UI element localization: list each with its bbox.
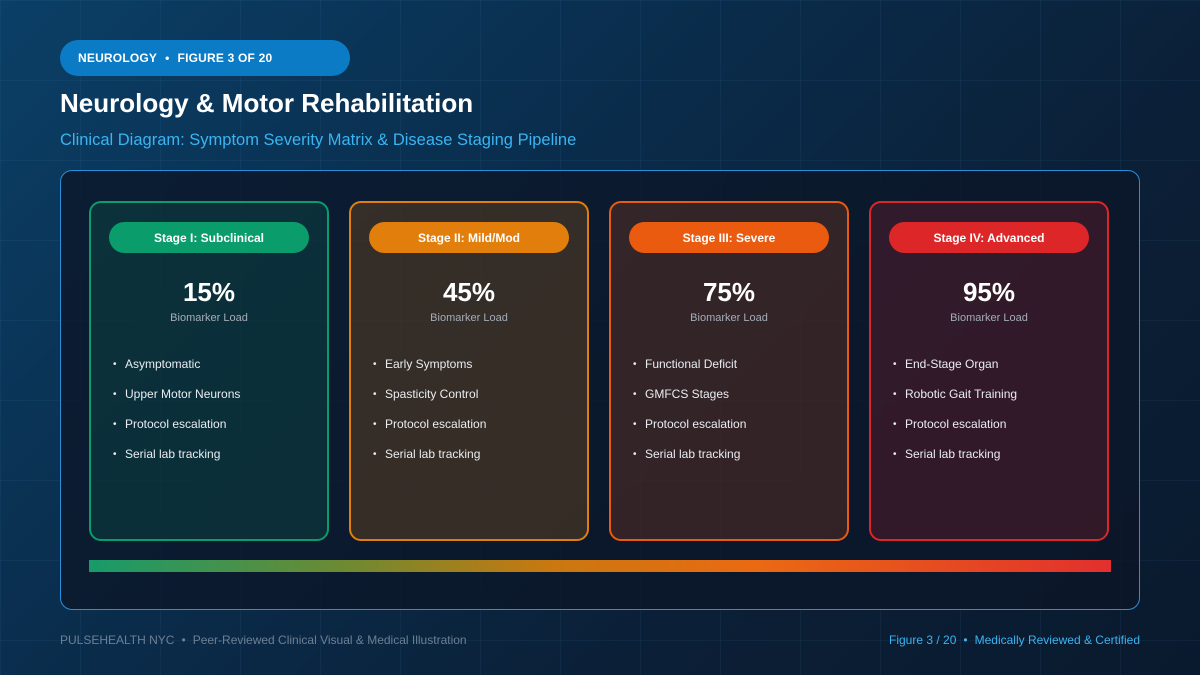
list-item-label: End-Stage Organ [905,357,999,371]
list-item: • Protocol escalation [373,409,486,439]
stage-item-list: • End-Stage Organ • Robotic Gait Training … [893,349,1017,469]
stage-percent: 45% [442,277,496,307]
page-subtitle: Clinical Diagram: Symptom Severity Matri… [60,131,577,149]
stage-metric-label: Biomarker Load [690,312,768,324]
list-item-label: Functional Deficit [645,357,738,371]
list-item: • Protocol escalation [893,409,1017,439]
stage-metric-label: Biomarker Load [170,312,248,324]
list-item-label: Serial lab tracking [385,447,481,461]
list-item: • Functional Deficit [633,349,746,379]
stage-percent: 75% [702,277,756,307]
list-item: • GMFCS Stages [633,379,746,409]
stage-card-3: Stage III: Severe 75% Biomarker Load • Fu… [609,201,849,541]
list-item: • Serial lab tracking [633,439,746,469]
stage-metric-label: Biomarker Load [430,312,508,324]
stage-badge: Stage I: Subclinical [109,222,309,253]
stage-item-list: • Functional Deficit • GMFCS Stages • Proto… [633,349,746,469]
list-item: • Early Symptoms [373,349,486,379]
bullet-icon: • [633,358,637,370]
bullet-icon: • [373,358,377,370]
footer-tagline: Peer-Reviewed Clinical Visual & Medical … [192,633,467,647]
list-item-label: Spasticity Control [385,387,479,401]
list-item-label: Protocol escalation [125,417,227,431]
pill-separator: • [165,51,170,65]
bullet-icon: • [893,418,897,430]
stage-card-4: Stage IV: Advanced 95% Biomarker Load • E… [869,201,1109,541]
list-item: • Spasticity Control [373,379,486,409]
stage-percent: 15% [182,277,236,307]
list-item-label: Protocol escalation [645,417,747,431]
list-item: • Robotic Gait Training [893,379,1017,409]
stage-card-1: Stage I: Subclinical 15% Biomarker Load … [89,201,329,541]
list-item: • Protocol escalation [113,409,240,439]
footer-certification: Medically Reviewed & Certified [974,633,1140,647]
bullet-icon: • [633,388,637,400]
category-label: NEUROLOGY [78,51,158,65]
stage-metric-label: Biomarker Load [950,312,1028,324]
list-item: • Serial lab tracking [893,439,1017,469]
footer-separator: • [181,633,186,647]
list-item: • Serial lab tracking [113,439,240,469]
list-item-label: Protocol escalation [385,417,487,431]
bullet-icon: • [633,418,637,430]
stage-badge: Stage II: Mild/Mod [369,222,569,253]
figure-category-pill: NEUROLOGY • FIGURE 3 OF 20 [60,40,350,76]
list-item-label: GMFCS Stages [645,387,730,401]
bullet-icon: • [373,388,377,400]
stage-card-2: Stage II: Mild/Mod 45% Biomarker Load • E… [349,201,589,541]
list-item-label: Upper Motor Neurons [125,387,241,401]
list-item-label: Serial lab tracking [905,447,1001,461]
bullet-icon: • [373,418,377,430]
stage-badge: Stage IV: Advanced [889,222,1089,253]
bullet-icon: • [893,358,897,370]
stage-badge: Stage III: Severe [629,222,829,253]
bullet-icon: • [893,448,897,460]
bullet-icon: • [373,448,377,460]
list-item: • Protocol escalation [633,409,746,439]
bullet-icon: • [113,388,117,400]
bullet-icon: • [633,448,637,460]
staging-pipeline-panel: Stage I: Subclinical 15% Biomarker Load … [60,170,1140,610]
bullet-icon: • [113,358,117,370]
stage-item-list: • Early Symptoms • Spasticity Control • Pro… [373,349,486,469]
bullet-icon: • [113,448,117,460]
list-item: • End-Stage Organ [893,349,1017,379]
figure-label: FIGURE 3 OF 20 [177,51,273,65]
stage-percent: 95% [962,277,1016,307]
list-item-label: Serial lab tracking [645,447,741,461]
list-item-label: Asymptomatic [125,357,201,371]
list-item-label: Early Symptoms [385,357,473,371]
bullet-icon: • [893,388,897,400]
list-item: • Asymptomatic [113,349,240,379]
footer-separator: • [963,633,968,647]
footer-figure-ref: Figure 3 / 20 [889,633,957,647]
list-item: • Upper Motor Neurons [113,379,240,409]
page-title: Neurology & Motor Rehabilitation [60,88,474,118]
list-item: • Serial lab tracking [373,439,486,469]
footer-brand: PULSEHEALTH NYC [60,633,175,647]
stage-item-list: • Asymptomatic • Upper Motor Neurons • Prot… [113,349,240,469]
footer-brand-line: PULSEHEALTH NYC • Peer-Reviewed Clinical V… [60,633,467,647]
bullet-icon: • [113,418,117,430]
list-item-label: Serial lab tracking [125,447,221,461]
footer-figure-line: Figure 3 / 20 • Medically Reviewed & Certi… [889,633,1140,647]
severity-gradient-bar [89,560,1111,572]
list-item-label: Robotic Gait Training [905,387,1018,401]
list-item-label: Protocol escalation [905,417,1007,431]
